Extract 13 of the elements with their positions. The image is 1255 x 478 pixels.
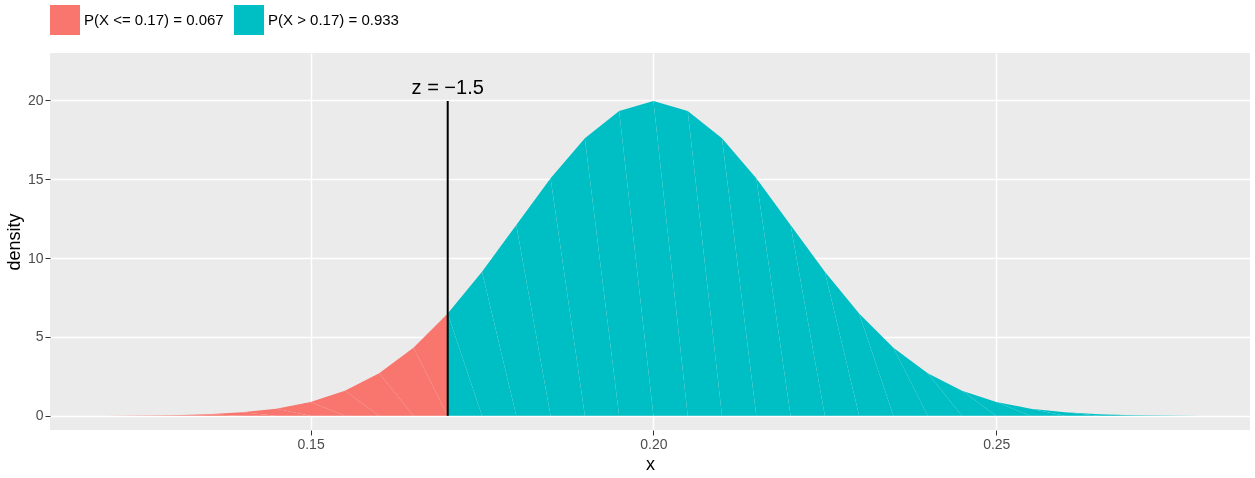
y-axis-title: density (3, 213, 24, 271)
y-tick-label: 0 (35, 407, 44, 424)
y-tick-label: 10 (27, 249, 44, 266)
legend-label: P(X <= 0.17) = 0.067 (84, 11, 224, 28)
y-tick-label: 15 (27, 170, 44, 187)
annotation: z = −1.5 (411, 76, 484, 99)
y-tick-label: 5 (35, 328, 44, 345)
x-tick-label: 0.25 (983, 435, 1011, 452)
x-tick-label: 0.15 (297, 435, 325, 452)
x-tick-label: 0.20 (640, 435, 668, 452)
legend-label: P(X > 0.17) = 0.933 (268, 11, 399, 28)
y-tick-label: 20 (27, 91, 44, 108)
x-axis-title: x (646, 453, 655, 474)
